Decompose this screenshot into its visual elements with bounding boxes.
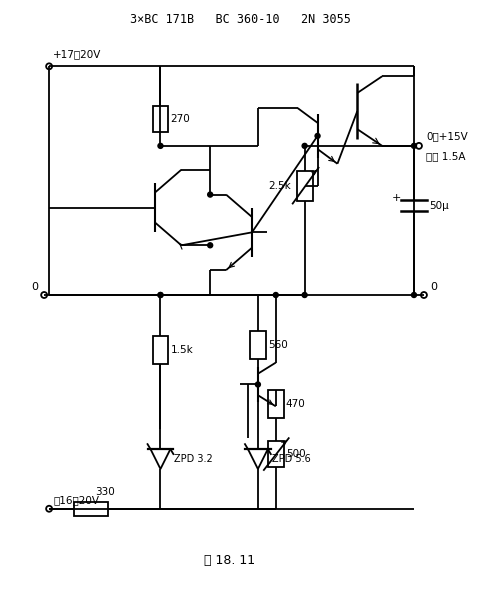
Bar (268, 441, 284, 467)
Text: 270: 270 (170, 114, 190, 124)
Circle shape (315, 133, 320, 139)
Text: ZPD 3.2: ZPD 3.2 (174, 454, 213, 464)
Circle shape (158, 143, 163, 148)
Text: 470: 470 (286, 399, 305, 409)
Circle shape (158, 293, 163, 297)
Circle shape (208, 243, 213, 248)
Text: －16～20V: －16～20V (53, 495, 99, 505)
Circle shape (302, 143, 307, 148)
Text: 50μ: 50μ (429, 201, 449, 211)
Text: +17～20V: +17～20V (53, 50, 101, 60)
Text: 最大 1.5A: 最大 1.5A (426, 151, 466, 161)
Text: 500: 500 (286, 449, 305, 459)
Circle shape (158, 293, 163, 297)
Circle shape (273, 293, 278, 297)
Text: 0～+15V: 0～+15V (426, 131, 468, 141)
Bar (250, 331, 266, 359)
Text: 3×BC 171B   BC 360-10   2N 3055: 3×BC 171B BC 360-10 2N 3055 (130, 13, 350, 26)
Text: 图 18. 11: 图 18. 11 (204, 554, 256, 567)
Text: 560: 560 (268, 340, 288, 350)
Text: +: + (391, 192, 401, 202)
Text: 0: 0 (431, 282, 437, 292)
Bar (74, 502, 108, 516)
Text: ZPD 5.6: ZPD 5.6 (272, 454, 311, 464)
Bar (153, 106, 168, 132)
Circle shape (411, 143, 417, 148)
Circle shape (255, 382, 260, 387)
Circle shape (208, 192, 213, 197)
Text: 330: 330 (95, 487, 115, 497)
Text: 1.5k: 1.5k (170, 345, 193, 355)
Bar (153, 336, 168, 363)
Text: 2.5k: 2.5k (268, 181, 291, 191)
Bar (268, 391, 284, 418)
Circle shape (302, 293, 307, 297)
Text: 0: 0 (32, 282, 39, 292)
Bar (297, 171, 312, 201)
Circle shape (411, 293, 417, 297)
